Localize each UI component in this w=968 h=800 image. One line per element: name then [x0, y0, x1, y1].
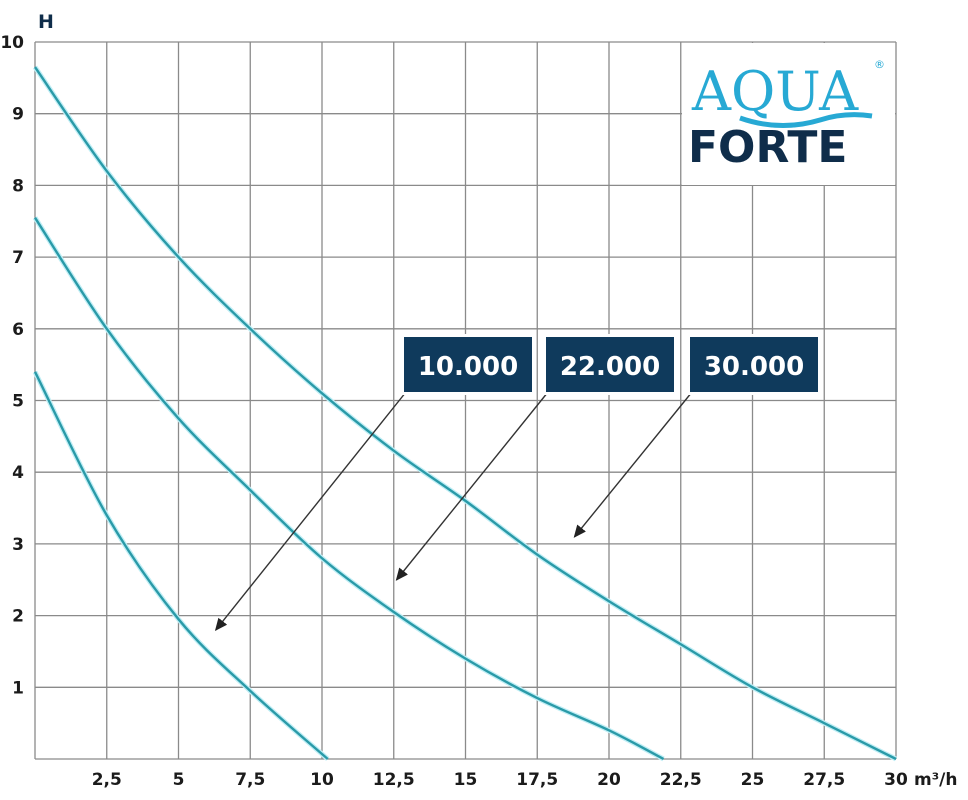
x-axis-label: m³/h	[914, 770, 957, 790]
x-tick-label: 10	[310, 770, 334, 790]
logo-forte-text: FORTE	[688, 122, 847, 173]
x-tick-label: 5	[173, 770, 185, 790]
series-label: 22.000	[560, 352, 660, 382]
curve-10.000	[33, 371, 329, 760]
y-tick-label: 7	[12, 248, 24, 268]
x-tick-label: 7,5	[235, 770, 265, 790]
y-tick-label: 10	[0, 33, 24, 53]
series-label-box	[404, 337, 532, 392]
x-tick-label: 2,5	[92, 770, 122, 790]
y-axis-label: H	[38, 11, 54, 33]
x-tick-label: 25	[741, 770, 765, 790]
series-label: 10.000	[418, 352, 518, 382]
x-tick-label: 17,5	[516, 770, 558, 790]
curves	[32, 65, 898, 762]
y-tick-label: 9	[12, 105, 24, 125]
x-tick-label: 15	[454, 770, 478, 790]
y-tick-label: 5	[12, 392, 24, 412]
series-label-box	[546, 337, 674, 392]
y-tick-label: 6	[12, 320, 24, 340]
curve-22.000	[33, 217, 665, 761]
series-label: 30.000	[704, 352, 804, 382]
y-tick-label: 3	[12, 535, 24, 555]
x-tick-label: 12,5	[373, 770, 415, 790]
axes: 2,5 5 7,5 10 12,5 15 17,5 20 22,5 25 27,5 30 1 2 3 4 5 6 7…	[0, 11, 957, 790]
y-tick-label: 2	[12, 607, 24, 627]
x-tick-label: 30	[884, 770, 908, 790]
logo-aqua-text: AQUA	[691, 60, 859, 123]
x-tick-label: 27,5	[803, 770, 845, 790]
aquaforte-logo: AQUA ® FORTE	[682, 43, 895, 185]
series-label-box	[690, 337, 818, 392]
registered-mark: ®	[874, 58, 885, 71]
curve-30.000	[34, 66, 897, 761]
y-tick-label: 1	[12, 678, 24, 698]
annotations: 10.000 22.000 30.000	[214, 334, 821, 632]
x-tick-label: 22,5	[660, 770, 702, 790]
y-tick-label: 4	[12, 463, 24, 483]
y-tick-label: 8	[12, 176, 24, 196]
x-tick-label: 20	[597, 770, 621, 790]
